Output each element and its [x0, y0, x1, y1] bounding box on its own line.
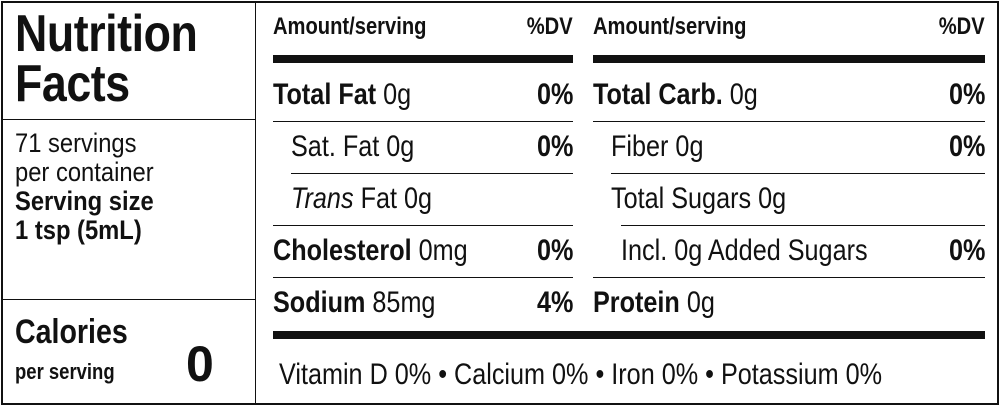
nutrient-row-trans-fat: Trans Fat 0g [273, 173, 573, 225]
thick-rule [273, 331, 985, 339]
calories-label: Calories [15, 313, 128, 351]
label-summary-panel: Nutrition Facts 71 servings per containe… [3, 3, 255, 403]
nutrient-amount: 0g [386, 130, 415, 163]
nutrient-row-total-sugars: Total Sugars 0g [593, 173, 985, 225]
servings-per-container-suffix: per container [15, 157, 154, 187]
nutrient-amount: 0mg [418, 234, 468, 267]
nutrient-dv: 0% [536, 78, 573, 111]
dv-header: %DV [939, 13, 985, 40]
nutrient-name: Protein [593, 286, 680, 319]
nutrient-name: Total Carb. [593, 78, 723, 111]
nutrient-name-italic: Trans [291, 182, 354, 215]
nutrient-amount: 85mg [372, 286, 436, 319]
nutrient-row-sodium: Sodium 85mg 4% [273, 277, 573, 329]
panel-divider [255, 3, 256, 403]
nutrient-name: Sat. Fat [291, 130, 380, 163]
row-divider [273, 277, 573, 278]
nutrient-row-protein: Protein 0g [593, 277, 985, 329]
nutrient-row-total-fat: Total Fat 0g 0% [273, 69, 573, 121]
amount-serving-header: Amount/serving [273, 13, 427, 40]
nutrient-amount: 0g [675, 130, 704, 163]
title-line-2: Facts [15, 55, 130, 113]
nutrient-row-cholesterol: Cholesterol 0mg 0% [273, 225, 573, 277]
divider [3, 299, 255, 300]
column-header: Amount/serving %DV [593, 13, 985, 43]
row-divider [273, 225, 573, 226]
title-line-1: Nutrition [15, 5, 198, 63]
row-divider [593, 277, 985, 278]
nutrient-amount: 0g [758, 182, 787, 215]
nutrient-row-added-sugars: Incl. 0g Added Sugars 0% [593, 225, 985, 277]
nutrient-name: Fiber [611, 130, 669, 163]
divider [3, 119, 255, 120]
serving-size-value: 1 tsp (5mL) [15, 215, 142, 245]
calories-value: 0 [186, 336, 214, 392]
row-divider [621, 225, 985, 226]
nutrient-amount: 0g [383, 78, 412, 111]
nutrient-name: Incl. 0g Added Sugars [621, 234, 868, 267]
nutrient-row-sat-fat: Sat. Fat 0g 0% [273, 121, 573, 173]
nutrient-dv: 0% [948, 130, 985, 163]
row-divider [593, 121, 985, 122]
nutrient-dv: 0% [536, 234, 573, 267]
nutrient-name: Cholesterol [273, 234, 412, 267]
thick-rule [593, 55, 985, 63]
thick-rule [273, 55, 573, 63]
calories-per-serving: per serving [15, 359, 115, 384]
row-divider [291, 173, 573, 174]
nutrient-dv: 4% [536, 286, 573, 319]
nutrient-amount: 0g [729, 78, 758, 111]
nutrient-name: Total Sugars [611, 182, 752, 215]
row-divider [273, 121, 573, 122]
serving-size-label: Serving size [15, 186, 154, 216]
nutrient-dv: 0% [536, 130, 573, 163]
amount-serving-header: Amount/serving [593, 13, 747, 40]
nutrient-name: Sodium [273, 286, 366, 319]
label-title: Nutrition Facts [15, 5, 227, 113]
nutrient-dv: 0% [948, 234, 985, 267]
vitamins-minerals-line: Vitamin D 0% • Calcium 0% • Iron 0% • Po… [279, 358, 883, 391]
nutrient-amount: 0g [686, 286, 715, 319]
nutrient-row-total-carb: Total Carb. 0g 0% [593, 69, 985, 121]
nutrient-name: Total Fat [273, 78, 377, 111]
servings-info: 71 servings per container Serving size 1… [15, 129, 173, 245]
column-header: Amount/serving %DV [273, 13, 573, 43]
nutrient-name: Fat [360, 182, 397, 215]
servings-per-container: 71 servings [15, 128, 137, 158]
nutrient-row-fiber: Fiber 0g 0% [593, 121, 985, 173]
dv-header: %DV [527, 13, 573, 40]
nutrient-dv: 0% [948, 78, 985, 111]
row-divider [611, 173, 985, 174]
nutrient-amount: 0g [403, 182, 433, 215]
